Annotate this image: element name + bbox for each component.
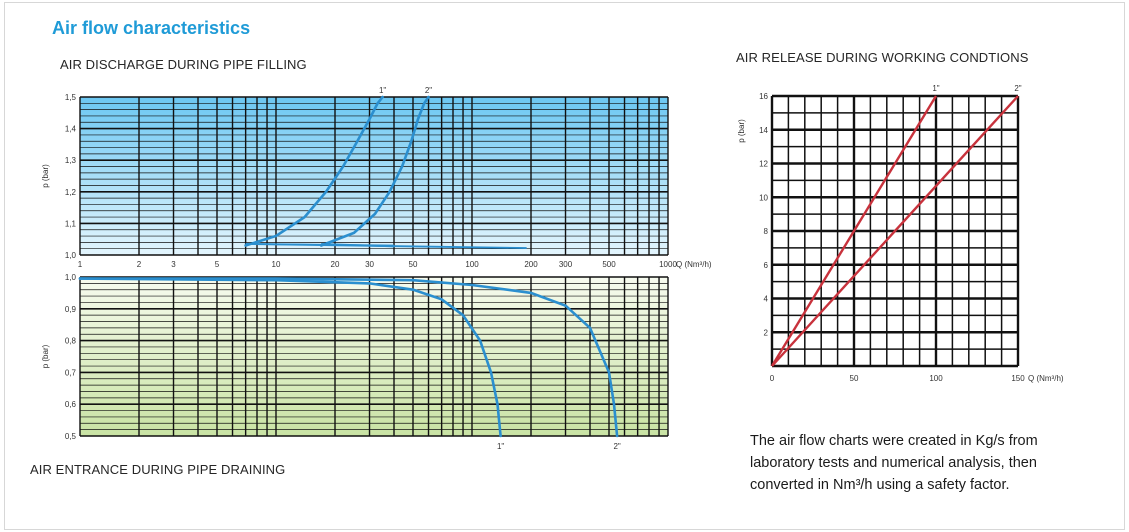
entrance-series-label: 1": [497, 442, 504, 451]
entrance-chart-label: AIR ENTRANCE DURING PIPE DRAINING: [30, 462, 286, 477]
entrance-ytick-label: 0,9: [65, 305, 77, 314]
entrance-series-2: [78, 277, 619, 438]
discharge-series-2: [319, 95, 430, 247]
entrance-series-1: [78, 277, 502, 438]
entrance-plot-area: [80, 277, 668, 436]
discharge-series-label: 1": [379, 86, 386, 95]
release-ytick-label: 12: [759, 160, 768, 169]
entrance-ylabel: p (bar): [41, 344, 50, 368]
release-xtick-label: 50: [850, 374, 859, 383]
discharge-ylabel: p (bar): [41, 164, 50, 188]
release-series-label: 1": [932, 84, 939, 93]
entrance-ytick-label: 0,8: [65, 337, 77, 346]
discharge-xtick-label: 10: [272, 260, 281, 269]
discharge-base-line: [321, 243, 395, 248]
discharge-ytick-label: 1,3: [65, 156, 77, 165]
entrance-ytick-label: 0,5: [65, 432, 77, 441]
discharge-ytick-label: 1,2: [65, 188, 77, 197]
release-ylabel: p (bar): [737, 119, 746, 143]
release-chart-label: AIR RELEASE DURING WORKING CONDTIONS: [736, 50, 1029, 65]
discharge-xtick-label: 30: [365, 260, 374, 269]
release-series-2: [771, 95, 1019, 367]
page-frame: [4, 2, 1125, 530]
release-ytick-label: 14: [759, 126, 768, 135]
discharge-xlabel: Q (Nm³/h): [676, 260, 712, 269]
discharge-xtick-label: 3: [171, 260, 176, 269]
discharge-ytick-label: 1,5: [65, 93, 77, 102]
release-ytick-label: 16: [759, 92, 768, 101]
discharge-ytick-label: 1,0: [65, 251, 77, 260]
discharge-xtick-label: 200: [524, 260, 538, 269]
discharge-xtick-label: 300: [559, 260, 573, 269]
page-title: Air flow characteristics: [52, 18, 251, 38]
release-chart: 2 4 6 8 10 12 14 16 0 50 100 150 Q (Nm³/h) p (bar) 1" 2…: [737, 84, 1064, 383]
discharge-plot-area: [80, 97, 668, 255]
discharge-series-1: [244, 95, 384, 247]
entrance-ytick-label: 0,6: [65, 400, 77, 409]
discharge-ytick-label: 1,1: [65, 219, 77, 228]
release-ytick-label: 4: [764, 295, 769, 304]
release-ytick-label: 6: [764, 261, 769, 270]
release-ytick-label: 2: [764, 328, 769, 337]
discharge-xtick-label: 20: [331, 260, 340, 269]
release-ytick-label: 10: [759, 193, 768, 202]
discharge-chart: 1,0 1,1 1,2 1,3 1,4 1,5 p (bar) 1 2 3 5 10 20 30 50 100…: [41, 86, 712, 269]
discharge-xtick-label: 1000: [659, 260, 677, 269]
release-series-1: [770, 95, 938, 367]
release-xtick-label: 100: [929, 374, 943, 383]
discharge-xtick-label: 100: [465, 260, 479, 269]
entrance-ytick-label: 1,0: [65, 273, 77, 282]
release-xtick-label: 150: [1011, 374, 1025, 383]
discharge-series-label: 2": [425, 86, 432, 95]
release-series-label: 2": [1014, 84, 1021, 93]
discharge-xtick-label: 50: [409, 260, 418, 269]
release-xlabel: Q (Nm³/h): [1028, 374, 1064, 383]
chart-note: The air flow charts were created in Kg/s…: [750, 433, 1038, 493]
discharge-chart-label: AIR DISCHARGE DURING PIPE FILLING: [60, 57, 307, 72]
entrance-series-label: 2": [613, 442, 620, 451]
discharge-xtick-label: 1: [78, 260, 83, 269]
entrance-ytick-label: 0,7: [65, 368, 77, 377]
discharge-xtick-label: 500: [602, 260, 616, 269]
entrance-chart: 0,5 0,6 0,7 0,8 0,9 1,0 p (bar) 1" 2": [41, 273, 669, 451]
discharge-xtick-label: 2: [137, 260, 142, 269]
discharge-ytick-label: 1,4: [65, 125, 77, 134]
discharge-xtick-label: 5: [215, 260, 220, 269]
release-ytick-label: 8: [764, 227, 769, 236]
release-xtick-label: 0: [770, 374, 775, 383]
